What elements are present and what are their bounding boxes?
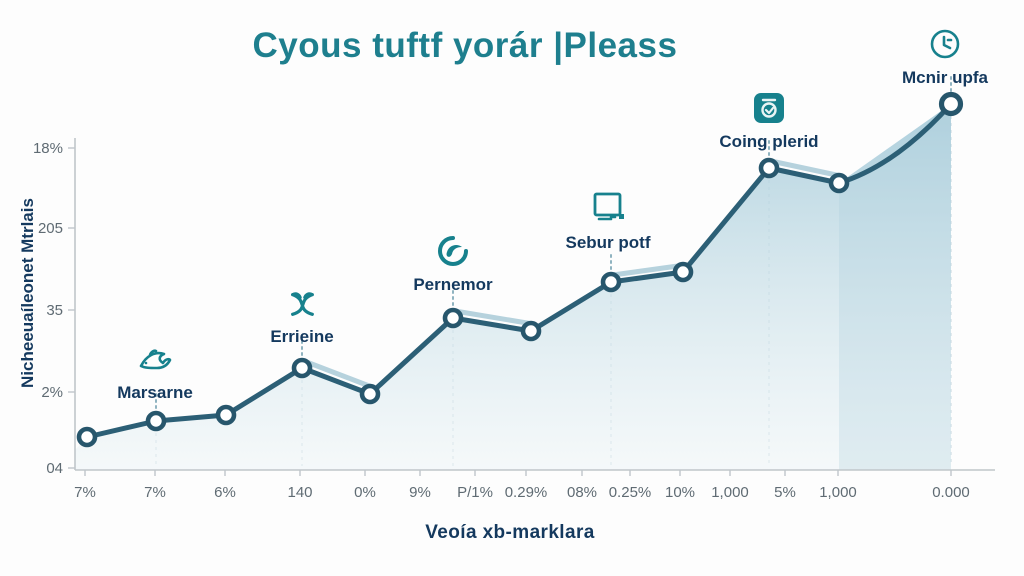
svg-text:04: 04	[46, 460, 63, 477]
svg-text:0.29%: 0.29%	[505, 484, 548, 501]
badge-icon	[753, 92, 785, 124]
page-title: Cyous tuftf yorár |Pleass	[252, 26, 678, 65]
area-fill	[75, 104, 951, 470]
svg-text:0.25%: 0.25%	[609, 484, 652, 501]
svg-text:1,000: 1,000	[819, 484, 857, 501]
milestone-pernemor: Pernemor	[373, 235, 533, 295]
svg-text:7%: 7%	[74, 484, 96, 501]
svg-text:35: 35	[46, 302, 63, 319]
svg-text:P/1%: P/1%	[457, 484, 493, 501]
milestone-label: Errieine	[270, 327, 334, 346]
milestone-label: Pernemor	[413, 275, 493, 294]
svg-text:0.000: 0.000	[932, 484, 970, 501]
monitor-icon	[590, 191, 626, 225]
milestone-connectors	[155, 76, 952, 410]
milestone-sebur-potf: Sebur potf	[528, 191, 688, 253]
swirl-icon	[437, 235, 469, 267]
data-point-markers	[76, 91, 964, 448]
svg-text:0%: 0%	[354, 484, 376, 501]
milestone-label: Coing plerid	[719, 132, 819, 151]
svg-text:9%: 9%	[409, 484, 431, 501]
clock-icon	[929, 28, 961, 60]
x-axis-title: Veoía xb-marklara	[425, 522, 595, 543]
fish-icon	[137, 345, 173, 375]
svg-text:6%: 6%	[214, 484, 236, 501]
milestone-mcnir-upfa: Mcnir upfa	[865, 28, 1024, 88]
svg-text:2%: 2%	[41, 384, 63, 401]
milestone-label: Marsarne	[117, 383, 193, 402]
svg-text:18%: 18%	[33, 140, 63, 157]
y-tick-labels: 18% 205 35 2% 04	[33, 140, 75, 477]
knot-icon	[287, 289, 317, 319]
ghost-line	[301, 158, 844, 390]
area-band	[839, 104, 951, 470]
milestone-label: Mcnir upfa	[902, 68, 988, 87]
milestone-coing-plerid: Coing plerid	[689, 92, 849, 152]
svg-text:10%: 10%	[665, 484, 695, 501]
milestone-label: Sebur potf	[565, 233, 651, 252]
svg-text:7%: 7%	[144, 484, 166, 501]
svg-text:08%: 08%	[567, 484, 597, 501]
svg-text:5%: 5%	[774, 484, 796, 501]
x-tick-labels: 7% 7% 6% 140 0% 9% P/1% 0.29% 08% 0.25% 10% 1,000 5%…	[74, 470, 970, 501]
milestone-marsarne: Marsarne	[75, 345, 235, 403]
svg-text:205: 205	[38, 220, 63, 237]
svg-text:1,000: 1,000	[711, 484, 749, 501]
svg-text:140: 140	[287, 484, 312, 501]
milestone-errieine: Errieine	[222, 289, 382, 347]
